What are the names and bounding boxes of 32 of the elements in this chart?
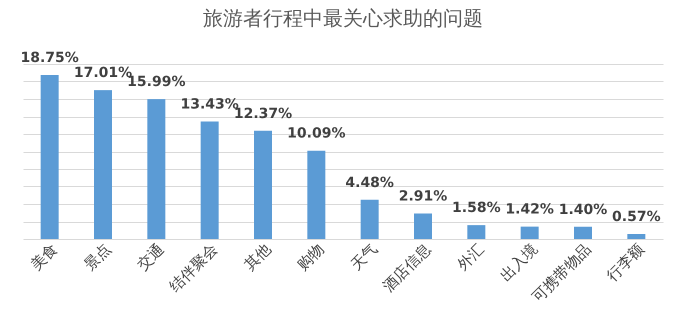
data-label: 1.40%: [558, 202, 608, 218]
bar: [414, 214, 432, 239]
bar: [307, 150, 326, 239]
bar: [627, 234, 646, 239]
x-tick-label: 结伴聚会: [166, 240, 221, 296]
bar: [200, 121, 219, 239]
x-tick-label: 景点: [80, 240, 114, 274]
bar: [520, 226, 539, 239]
bar: [360, 200, 379, 239]
x-tick-label: 购物: [294, 240, 328, 274]
x-tick-label: 行李额: [603, 240, 648, 285]
bar: [94, 90, 112, 239]
chart-title: 旅游者行程中最关心求助的问题: [203, 6, 483, 30]
data-label: 1.58%: [452, 200, 501, 216]
bar: [147, 99, 166, 239]
data-label: 1.42%: [505, 202, 554, 218]
data-label: 2.91%: [398, 188, 448, 205]
bar: [254, 130, 272, 239]
x-tick-label: 其他: [240, 240, 274, 274]
x-tick-label: 酒店信息: [379, 240, 434, 296]
x-tick-label: 外汇: [454, 240, 488, 274]
bar: [574, 226, 592, 239]
x-tick-label: 美食: [27, 240, 61, 274]
x-tick-label: 天气: [347, 240, 381, 274]
data-label: 18.75%: [20, 50, 79, 66]
data-label: 4.48%: [345, 174, 394, 191]
x-tick-label: 交通: [134, 240, 168, 274]
data-label: 0.57%: [612, 209, 661, 226]
bar: [40, 74, 59, 239]
x-tick-label: 出入境: [496, 240, 541, 285]
data-label: 10.09%: [287, 126, 346, 142]
bar: [467, 225, 486, 239]
